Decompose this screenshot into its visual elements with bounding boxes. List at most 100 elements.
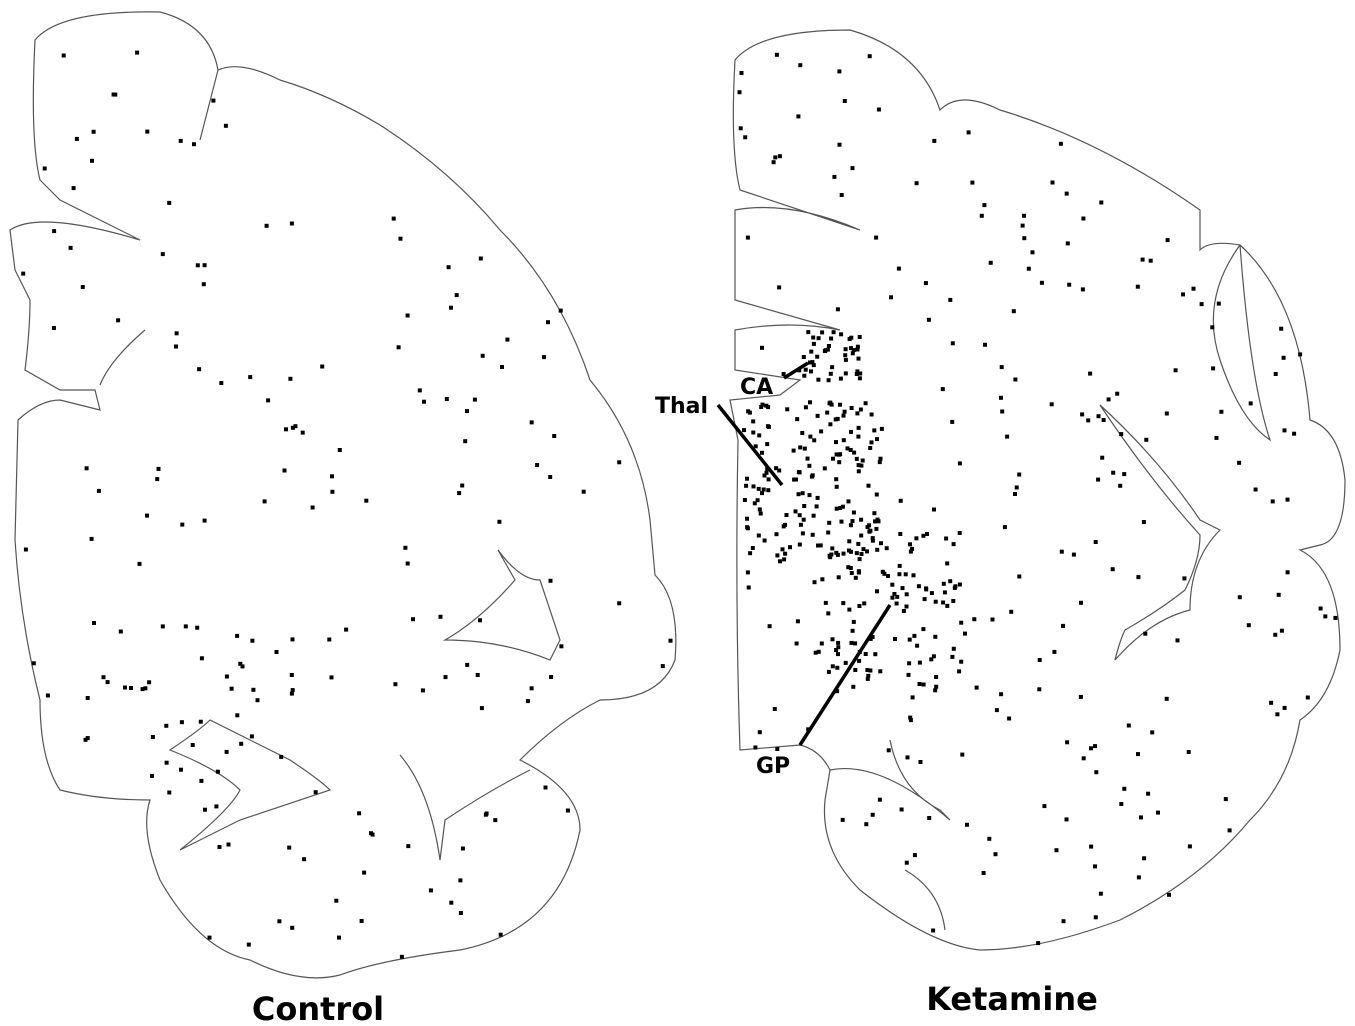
- cell-dot: [1144, 438, 1148, 442]
- cell-dot: [235, 713, 239, 717]
- cell-dot: [857, 469, 861, 473]
- cell-dot: [775, 532, 779, 536]
- cell-dot: [912, 573, 916, 577]
- cell-dot: [881, 570, 885, 574]
- cell-dot: [1215, 436, 1219, 440]
- cell-dot: [856, 345, 860, 349]
- cell-dot: [746, 570, 750, 574]
- cell-dot: [1118, 484, 1122, 488]
- cell-dot: [809, 350, 813, 354]
- cell-dot: [1282, 356, 1286, 360]
- cell-dot: [900, 808, 904, 812]
- cell-dot: [219, 381, 223, 385]
- cell-dot: [763, 474, 767, 478]
- cell-dot: [856, 435, 860, 439]
- cell-dot: [773, 707, 777, 711]
- cell-dot: [463, 439, 467, 443]
- cell-dot: [890, 583, 894, 587]
- cell-dot: [266, 398, 270, 402]
- cell-dot: [934, 600, 938, 604]
- cell-dot: [548, 475, 552, 479]
- cell-dot: [481, 354, 485, 358]
- cell-dot: [835, 507, 839, 511]
- cell-dot: [52, 326, 56, 330]
- cell-dot: [766, 405, 770, 409]
- cell-dot: [958, 461, 962, 465]
- cell-dot: [400, 955, 404, 959]
- cell-dot: [444, 675, 448, 679]
- cell-dot: [819, 429, 823, 433]
- cell-dot: [199, 720, 203, 724]
- cell-dot: [447, 265, 451, 269]
- cell-dot: [1081, 217, 1085, 221]
- cell-dot: [669, 639, 673, 643]
- cell-dot: [327, 638, 331, 642]
- cell-dot: [858, 376, 862, 380]
- cell-dot: [836, 553, 840, 557]
- cell-dot: [982, 203, 986, 207]
- cell-dot: [785, 513, 789, 517]
- cell-dot: [864, 652, 868, 656]
- cell-dot: [530, 686, 534, 690]
- cell-dot: [197, 367, 201, 371]
- cell-dot: [832, 330, 836, 334]
- cell-dot: [792, 478, 796, 482]
- cell-dot: [913, 853, 917, 857]
- cell-dot: [330, 490, 334, 494]
- cell-dot: [839, 377, 843, 381]
- cell-dot: [465, 409, 469, 413]
- cell-dot: [785, 407, 789, 411]
- cell-dot: [1003, 525, 1007, 529]
- cell-dot: [808, 361, 812, 365]
- cell-dot: [458, 878, 462, 882]
- cell-dot: [1097, 414, 1101, 418]
- cell-dot: [102, 675, 106, 679]
- cell-dot: [841, 601, 845, 605]
- cell-dot: [617, 601, 621, 605]
- cell-dot: [225, 750, 229, 754]
- cell-dot: [1136, 752, 1140, 756]
- cell-dot: [862, 547, 866, 551]
- cell-dot: [908, 716, 912, 720]
- cell-dot: [1094, 540, 1098, 544]
- cell-dot: [830, 546, 834, 550]
- cell-dot: [119, 630, 123, 634]
- cell-dot: [1055, 848, 1059, 852]
- cell-dot: [772, 160, 776, 164]
- cell-dot: [820, 577, 824, 581]
- cell-dot: [227, 843, 231, 847]
- cell-dot: [758, 730, 762, 734]
- cell-dot: [803, 447, 807, 451]
- cell-dot: [816, 496, 820, 500]
- cell-dot: [500, 365, 504, 369]
- cell-dot: [179, 139, 183, 143]
- cell-dot: [1061, 624, 1065, 628]
- cell-dot: [802, 355, 806, 359]
- cell-dot: [834, 477, 838, 481]
- cell-dot: [1274, 372, 1278, 376]
- cell-dot: [934, 685, 938, 689]
- cell-dot: [1165, 697, 1169, 701]
- cell-dot: [754, 444, 758, 448]
- cell-dot: [866, 677, 870, 681]
- cell-dot: [1051, 181, 1055, 185]
- cell-dot: [1141, 258, 1145, 262]
- cell-dot: [812, 438, 816, 442]
- cell-dot: [892, 592, 896, 596]
- cell-dot: [284, 427, 288, 431]
- cell-dot: [288, 377, 292, 381]
- cell-dot: [283, 469, 287, 473]
- cell-dot: [203, 808, 207, 812]
- cell-dot: [905, 592, 909, 596]
- cell-dot: [931, 929, 935, 933]
- cell-dot: [847, 608, 851, 612]
- cell-dot: [898, 532, 902, 536]
- cell-dot: [1306, 696, 1310, 700]
- cell-dot: [837, 460, 841, 464]
- cell-dot: [235, 634, 239, 638]
- cell-dot: [829, 372, 833, 376]
- cell-dot: [1211, 366, 1215, 370]
- cell-dot: [858, 335, 862, 339]
- cell-dot: [796, 619, 800, 623]
- cell-dot: [960, 753, 964, 757]
